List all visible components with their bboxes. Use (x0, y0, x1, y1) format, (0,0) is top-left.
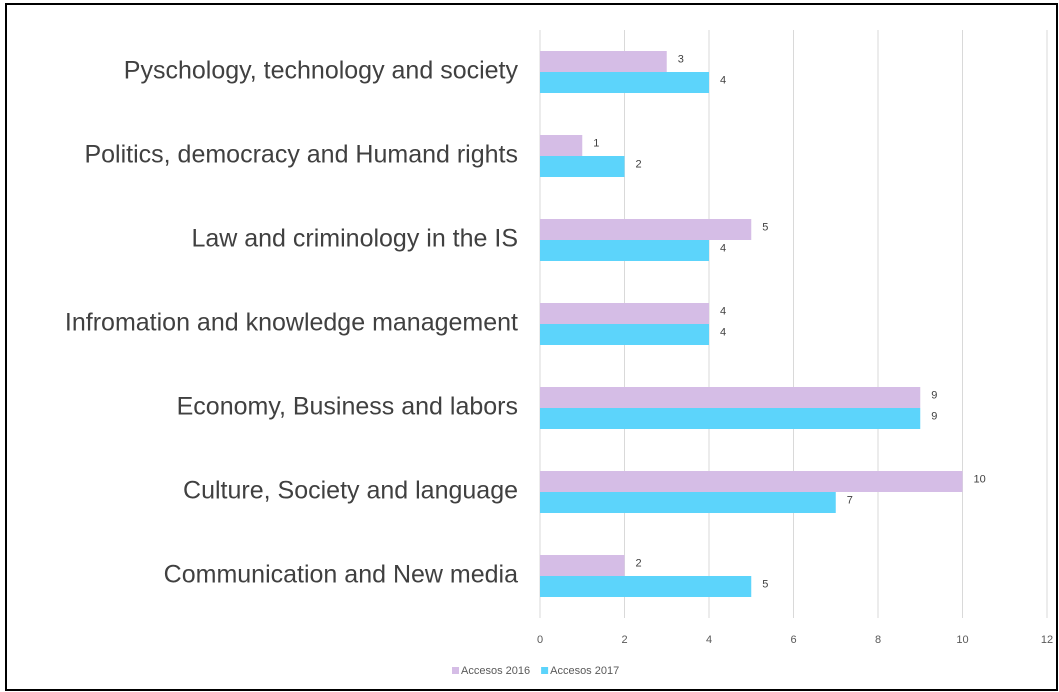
bar (540, 492, 836, 513)
legend-swatch (452, 667, 459, 674)
bar (540, 303, 709, 324)
data-label: 9 (931, 410, 937, 422)
bar (540, 72, 709, 93)
category-label: Law and criminology in the IS (191, 225, 518, 253)
bar (540, 219, 752, 240)
data-label: 5 (762, 221, 768, 233)
bar (540, 156, 625, 177)
category-label: Communication and New media (164, 561, 518, 589)
x-tick-label: 6 (790, 634, 796, 646)
data-label: 10 (974, 473, 986, 485)
x-tick-label: 12 (1041, 634, 1053, 646)
data-label: 3 (678, 53, 684, 65)
x-tick-label: 4 (706, 634, 712, 646)
bar (540, 408, 921, 429)
bar (540, 555, 625, 576)
legend-label: Accesos 2017 (550, 665, 619, 677)
x-tick-label: 0 (537, 634, 543, 646)
x-tick-label: 2 (621, 634, 627, 646)
frame (5, 3, 1058, 691)
bar (540, 51, 667, 72)
category-label: Economy, Business and labors (177, 393, 518, 421)
bar (540, 135, 583, 156)
category-label: Culture, Society and language (183, 477, 518, 505)
legend-label: Accesos 2016 (461, 665, 530, 677)
data-label: 4 (720, 74, 726, 86)
bar (540, 240, 709, 261)
bar (540, 324, 709, 345)
category-label: Politics, democracy and Humand rights (84, 141, 518, 169)
data-label: 1 (593, 137, 599, 149)
x-tick-label: 10 (956, 634, 968, 646)
data-label: 4 (720, 326, 726, 338)
data-label: 2 (636, 557, 642, 569)
data-label: 2 (636, 158, 642, 170)
data-label: 7 (847, 494, 853, 506)
category-label: Infromation and knowledge management (65, 309, 518, 337)
category-label: Pyschology, technology and society (124, 57, 519, 85)
bar (540, 576, 752, 597)
data-label: 9 (931, 389, 937, 401)
x-tick-label: 8 (875, 634, 881, 646)
data-label: 4 (720, 305, 726, 317)
bar (540, 387, 921, 408)
data-label: 5 (762, 578, 768, 590)
bar (540, 471, 963, 492)
legend-swatch (541, 667, 549, 674)
data-label: 4 (720, 242, 726, 254)
